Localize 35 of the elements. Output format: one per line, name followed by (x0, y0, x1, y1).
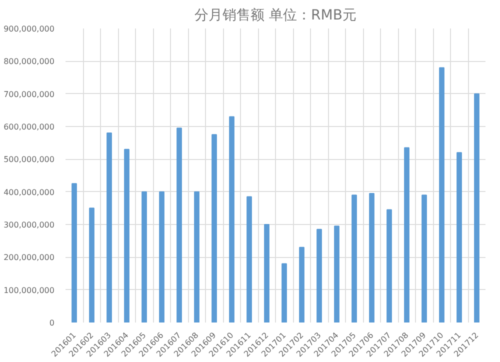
bar (299, 246, 304, 322)
bar (352, 194, 357, 322)
y-tick-label: 800,000,000 (4, 57, 55, 66)
bar (159, 191, 164, 322)
bar (316, 228, 322, 322)
bar (106, 132, 112, 322)
bar (142, 191, 147, 322)
bar (404, 147, 410, 322)
bar (194, 191, 200, 322)
bar (89, 208, 94, 322)
bar (212, 134, 217, 322)
y-tick-label: 200,000,000 (4, 253, 55, 262)
y-tick-label: 0 (49, 318, 55, 328)
y-tick-label: 300,000,000 (4, 220, 55, 230)
bar (439, 67, 444, 322)
bar (282, 263, 287, 322)
bar (176, 128, 182, 322)
bar (369, 192, 374, 322)
bar (264, 224, 270, 322)
bar (386, 209, 392, 322)
y-tick-label: 400,000,000 (4, 188, 55, 197)
bar (229, 116, 234, 322)
bar (124, 148, 130, 322)
bar (474, 93, 480, 322)
bar (422, 194, 427, 322)
bar (334, 226, 340, 322)
bar (246, 196, 252, 322)
y-tick-label: 500,000,000 (4, 155, 55, 164)
y-tick-label: 600,000,000 (4, 122, 55, 132)
y-tick-label: 100,000,000 (4, 286, 55, 295)
y-tick-label: 900,000,000 (4, 24, 55, 34)
y-tick-label: 700,000,000 (4, 90, 55, 99)
chart-title: 分月销售额 单位：RMB元 (194, 8, 356, 24)
bar (456, 152, 462, 322)
bar (72, 183, 77, 322)
